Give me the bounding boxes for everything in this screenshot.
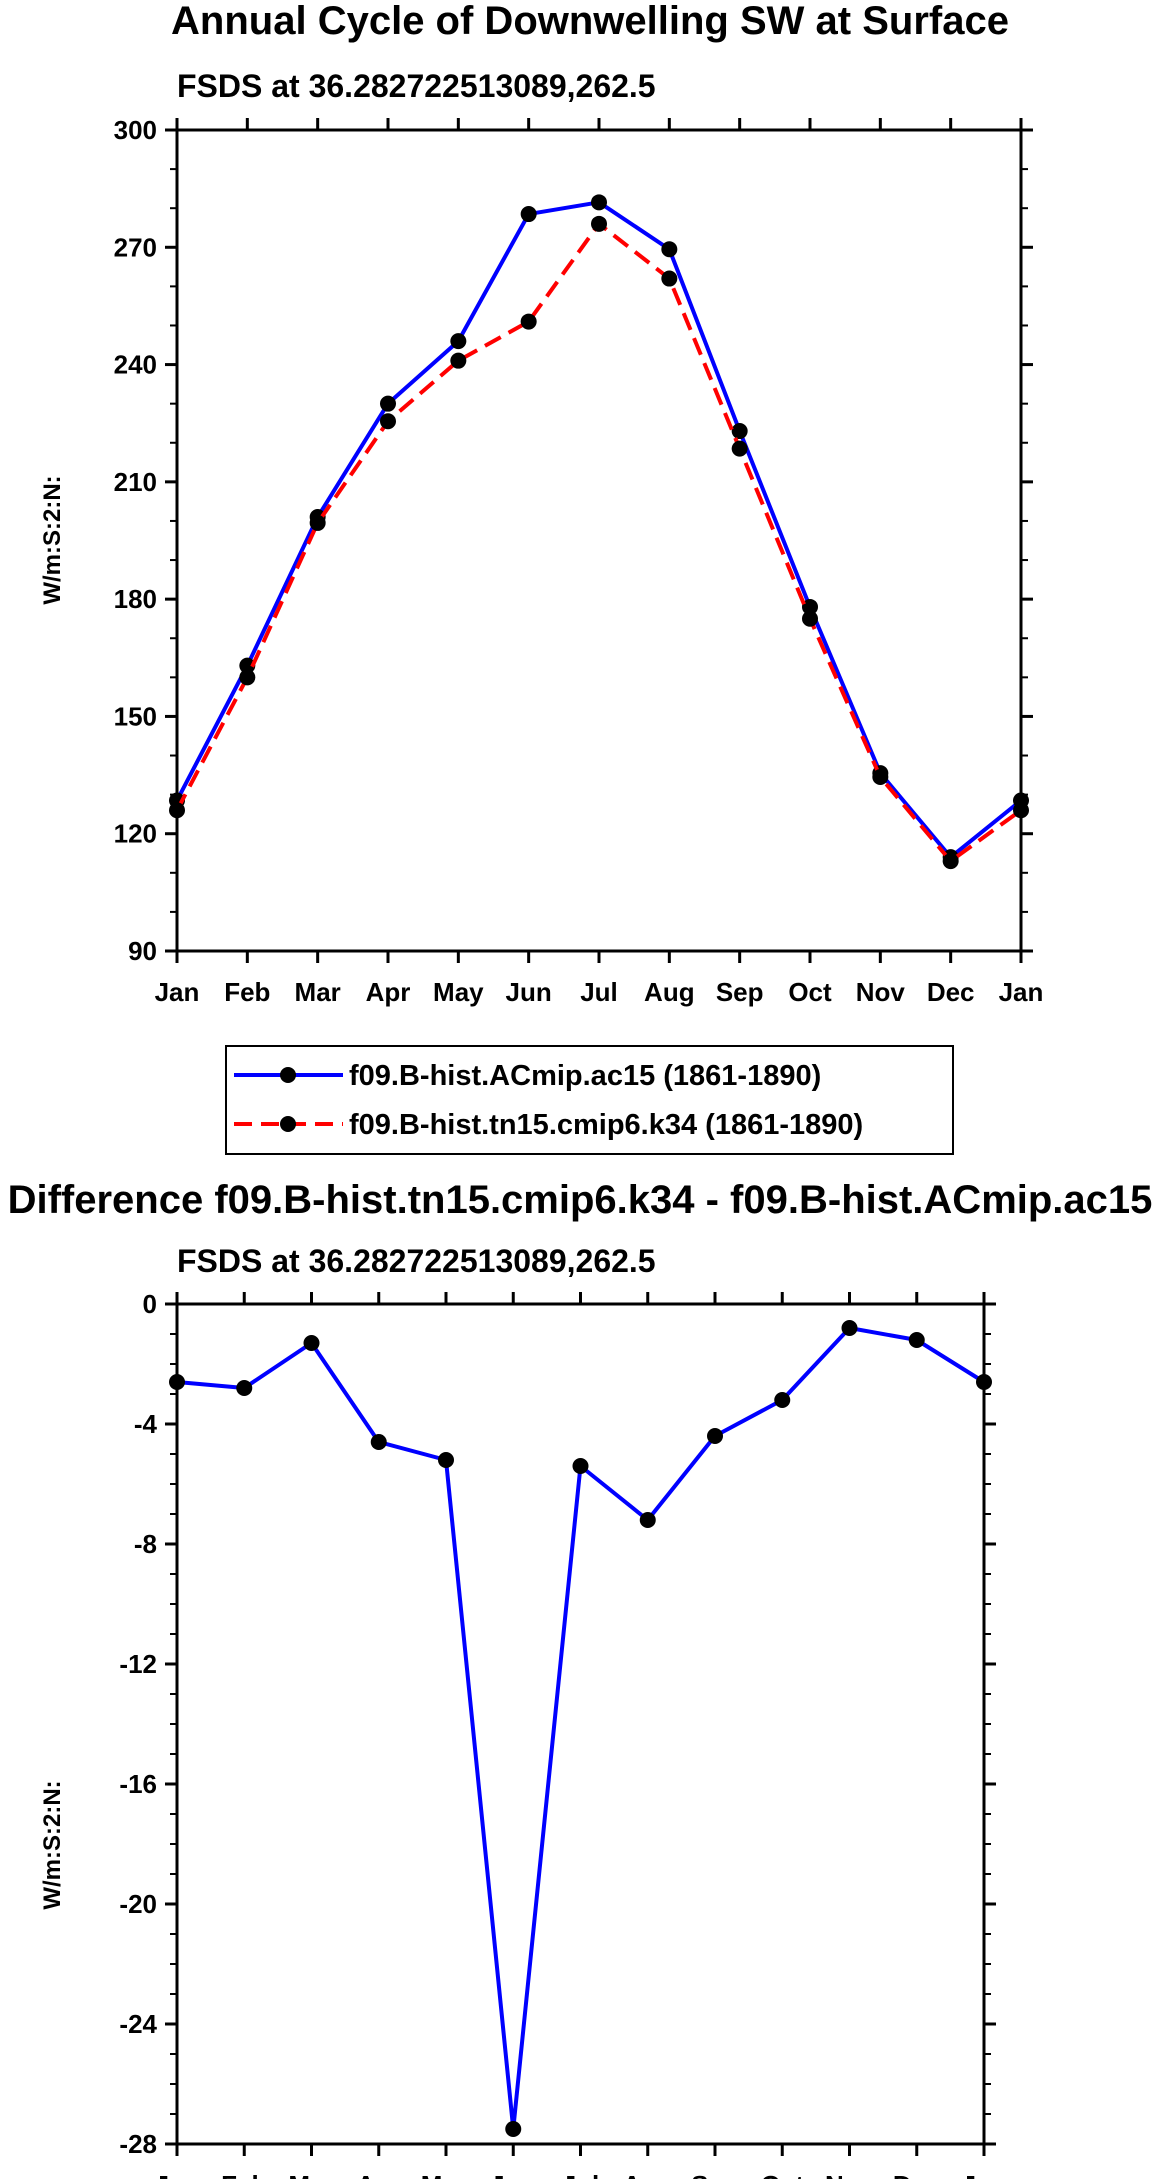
chart1-title: Annual Cycle of Downwelling SW at Surfac…: [171, 0, 1009, 43]
chart1-series-2-point: [942, 853, 959, 870]
chart1-series-1-point: [591, 194, 607, 211]
chart1-series-1-point: [661, 241, 678, 258]
chart1-y-tick-label: 180: [114, 584, 157, 614]
chart1-series-1-point: [380, 395, 396, 412]
chart1-series-1-point: [731, 423, 748, 440]
chart1-y-tick-label: 90: [128, 936, 157, 966]
chart2-y-tick-label: -20: [119, 1889, 157, 1919]
chart2-y-tick-label: -4: [134, 1409, 158, 1439]
chart1-series-line-1: [175, 200, 1023, 860]
chart1-subtitle: FSDS at 36.282722513089,262.5: [177, 68, 656, 104]
chart1-y-tick-label: 240: [114, 350, 157, 380]
legend-marker-series-2: [280, 1116, 296, 1132]
chart2-x-tick-label: Oct: [761, 2170, 805, 2179]
chart1-x-tick-label: Sep: [716, 977, 764, 1007]
chart1-series-2-point: [239, 669, 256, 686]
chart2-y-tick-label: -28: [119, 2129, 157, 2159]
chart2-series-1-point: [639, 1512, 656, 1528]
chart1-y-axis-label: W/m:S:2:N:: [39, 475, 66, 604]
chart2-x-tick-label: Sep: [691, 2170, 739, 2179]
chart1-series-1-point: [802, 598, 818, 615]
chart1-series-2-point: [380, 413, 396, 430]
chart2-x-tick-label: Jan: [962, 2170, 1007, 2179]
chart1-series-2-point: [520, 313, 537, 330]
chart2-series-1-point: [774, 1392, 791, 1408]
chart2-series-1-point: [505, 2121, 522, 2137]
chart2-series-1-point: [236, 1380, 253, 1396]
chart1-x-tick-label: Dec: [927, 977, 975, 1007]
chart1-x-tick-label: Apr: [366, 977, 411, 1007]
chart2-series-1-point: [908, 1332, 925, 1348]
chart1-x-tick-label: Jan: [999, 977, 1044, 1007]
legend-marker-series-1: [280, 1067, 296, 1083]
chart2-y-tick-label: -12: [119, 1649, 157, 1679]
chart1-y-tick-label: 120: [114, 819, 157, 849]
chart1-series-2-point: [802, 610, 818, 627]
chart2-title: Difference f09.B-hist.tn15.cmip6.k34 - f…: [8, 1178, 1153, 1222]
chart2-x-tick-label: Jan: [155, 2170, 200, 2179]
chart2-x-tick-label: Jun: [490, 2170, 536, 2179]
chart2-x-tick-label: Jul: [562, 2170, 600, 2179]
chart1-legend: f09.B-hist.ACmip.ac15 (1861-1890) f09.B-…: [225, 1045, 954, 1155]
chart1-plot-frame: [175, 128, 1023, 953]
chart1-series-2-point: [309, 514, 326, 531]
annual-cycle-chart: Annual Cycle of Downwelling SW at Surfac…: [39, 0, 1044, 1155]
chart2-y-tick-label: -8: [134, 1529, 157, 1559]
chart2-y-tick-label: -24: [119, 2009, 157, 2039]
chart1-y-tick-label: 300: [114, 115, 157, 145]
chart2-y-tick-label: -16: [119, 1769, 157, 1799]
chart2-plot-frame: [175, 1302, 986, 2146]
chart1-x-tick-label: Mar: [295, 977, 341, 1007]
chart2-x-tick-label: Feb: [221, 2170, 267, 2179]
chart1-series-1-point: [520, 206, 537, 223]
chart2-series-line-1: [176, 1326, 986, 2131]
chart1-series-2-point: [661, 270, 678, 287]
chart1-series-1-point: [239, 657, 256, 674]
chart1-x-tick-label: Nov: [856, 977, 906, 1007]
chart2-x-tick-label: Dec: [893, 2170, 941, 2179]
chart1-series-2-point: [591, 215, 607, 232]
chart2-series-1-point: [438, 1452, 454, 1468]
chart1-series-2-point: [872, 769, 889, 786]
difference-chart: Difference f09.B-hist.tn15.cmip6.k34 - f…: [8, 1178, 1153, 2179]
chart2-series-1-point: [370, 1434, 387, 1450]
chart2-subtitle: FSDS at 36.282722513089,262.5: [177, 1243, 656, 1279]
chart1-y-tick-label: 270: [114, 232, 157, 262]
chart2-series-1-point: [841, 1320, 858, 1336]
chart1-y-tick-label: 210: [114, 467, 157, 497]
chart1-series-1-point: [450, 333, 467, 350]
chart1-x-tick-label: Feb: [224, 977, 270, 1007]
chart2-series-1-point: [303, 1335, 320, 1351]
chart2-y-axis-label: W/m:S:2:N:: [39, 1780, 66, 1909]
chart1-x-tick-label: Aug: [644, 977, 695, 1007]
chart1-x-tick-label: Jun: [506, 977, 552, 1007]
chart1-x-tick-label: Jan: [155, 977, 200, 1007]
chart1-series-2-point: [731, 440, 748, 457]
chart2-series-1-point: [572, 1458, 589, 1474]
chart1-series-2-point: [450, 352, 467, 369]
chart2-x-tick-label: Mar: [288, 2170, 334, 2179]
chart1-x-tick-label: May: [433, 977, 484, 1007]
legend-label-series-1: f09.B-hist.ACmip.ac15 (1861-1890): [349, 1060, 821, 1092]
chart2-y-tick-label: 0: [143, 1289, 157, 1319]
chart1-x-tick-label: Jul: [580, 977, 618, 1007]
chart2-series-1-point: [707, 1428, 723, 1444]
legend-box: [225, 1045, 954, 1155]
chart2-x-tick-label: Aug: [622, 2170, 673, 2179]
chart1-x-tick-label: Oct: [788, 977, 832, 1007]
chart2-x-tick-label: Nov: [825, 2170, 875, 2179]
chart2-x-tick-label: Apr: [356, 2170, 401, 2179]
chart2-x-tick-label: May: [421, 2170, 472, 2179]
legend-label-series-2: f09.B-hist.tn15.cmip6.k34 (1861-1890): [349, 1109, 863, 1141]
chart1-y-tick-label: 150: [114, 701, 157, 731]
